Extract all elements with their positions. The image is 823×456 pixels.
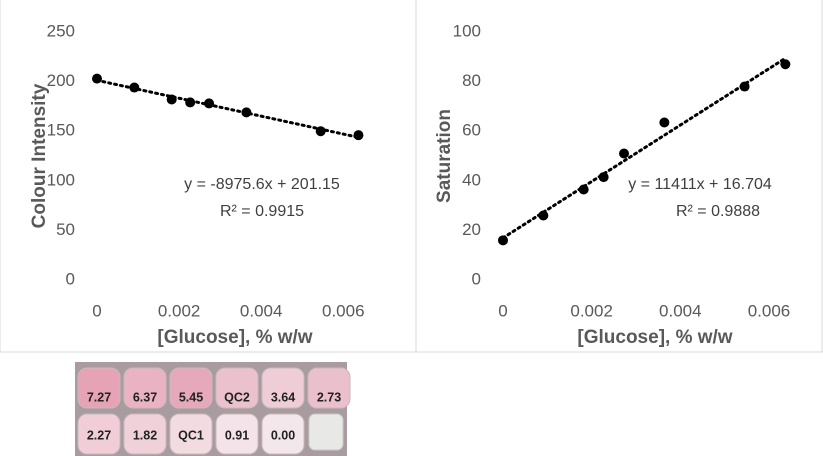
y-axis-title: Saturation	[434, 109, 455, 203]
data-point	[578, 184, 589, 195]
data-point	[92, 73, 102, 84]
empty-well	[308, 413, 344, 451]
well	[123, 367, 167, 409]
data-point	[619, 148, 630, 159]
data-point	[498, 235, 508, 246]
well-label: 0.91	[225, 428, 249, 442]
well	[307, 367, 351, 409]
well	[169, 367, 213, 409]
y-tick-label: 50	[56, 220, 75, 239]
data-point	[780, 59, 791, 70]
well-plate-photo: 7.27 6.37 5.45 QC2 3.64 2.73 2.27 1.82 QC1 0.91 0.…	[75, 362, 351, 456]
data-point	[129, 82, 140, 93]
well	[169, 413, 213, 455]
y-tick-label: 150	[47, 121, 75, 140]
well	[261, 367, 305, 409]
data-point	[185, 97, 196, 108]
data-point	[353, 130, 364, 141]
well-label: 1.82	[133, 428, 157, 442]
y-tick-label: 0	[472, 269, 481, 288]
trendline-equation: y = 11411x + 16.704	[628, 176, 772, 193]
x-tick-label: 0.006	[322, 301, 365, 320]
x-axis-title: [Glucose], % w/w	[577, 327, 732, 348]
y-tick-label: 100	[47, 170, 75, 189]
well-label: QC1	[178, 428, 204, 442]
y-tick-label: 20	[462, 220, 481, 239]
trendline	[95, 78, 360, 139]
y-tick-label: 250	[47, 21, 75, 40]
y-tick-label: 0	[66, 269, 75, 288]
x-tick-label: 0	[92, 301, 101, 320]
x-tick-label: 0.006	[748, 301, 791, 320]
well-label: 0.00	[271, 428, 295, 442]
x-tick-label: 0	[498, 301, 507, 320]
y-tick-label: 40	[462, 170, 481, 189]
data-point	[659, 117, 670, 128]
well-label: 2.27	[87, 428, 111, 442]
trendline-equation: y = -8975.6x + 201.15	[184, 176, 340, 193]
x-tick-label: 0.002	[158, 301, 201, 320]
well	[215, 413, 259, 455]
data-point	[739, 81, 750, 92]
well-label: 6.37	[133, 390, 157, 404]
well-label: 3.64	[271, 390, 295, 404]
well-label: QC2	[224, 390, 250, 404]
trendline-equation: R² = 0.9888	[676, 203, 760, 220]
y-axis-title: Colour Intensity	[29, 83, 50, 228]
data-point	[598, 172, 609, 183]
data-point	[538, 210, 549, 221]
data-point	[241, 107, 252, 118]
y-tick-label: 100	[453, 21, 481, 40]
data-point	[315, 126, 326, 137]
x-tick-label: 0.004	[659, 301, 702, 320]
well-label: 2.73	[317, 390, 341, 404]
x-axis-title: [Glucose], % w/w	[157, 327, 312, 348]
well-label: 5.45	[179, 390, 203, 404]
data-point	[166, 94, 177, 105]
y-tick-label: 80	[462, 71, 481, 90]
trendline	[501, 56, 787, 240]
x-tick-label: 0.002	[570, 301, 613, 320]
y-tick-label: 200	[47, 71, 75, 90]
well	[215, 367, 259, 409]
x-tick-label: 0.004	[240, 301, 283, 320]
well	[261, 413, 305, 455]
y-tick-label: 60	[462, 121, 481, 140]
well	[77, 413, 121, 455]
well	[77, 367, 121, 409]
trendline-equation: R² = 0.9915	[220, 203, 304, 220]
well-label: 7.27	[87, 390, 111, 404]
data-point	[204, 98, 215, 109]
well	[123, 413, 167, 455]
